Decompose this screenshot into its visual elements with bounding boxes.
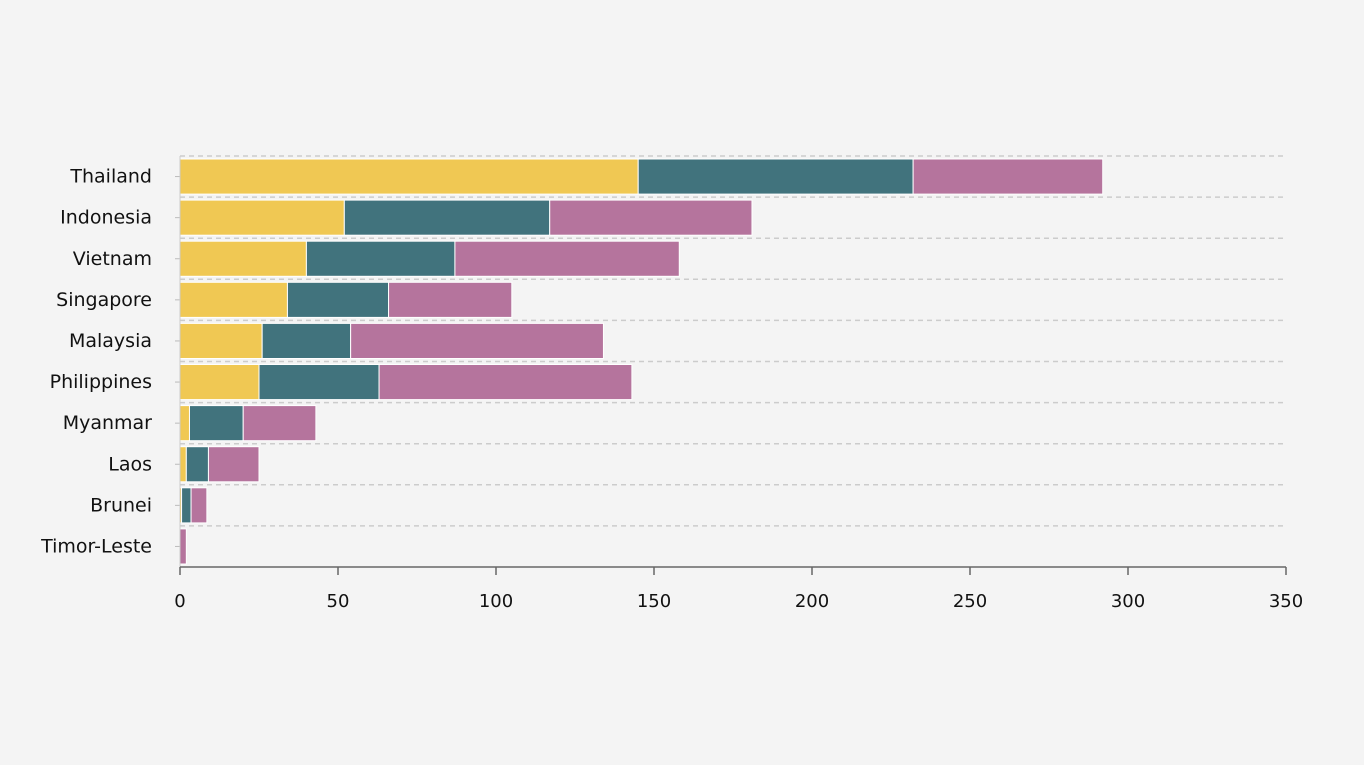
bar-myanmar-series-1[interactable] xyxy=(179,405,190,442)
bar-thailand-series-2[interactable] xyxy=(637,158,914,195)
axis-layer xyxy=(175,156,1287,575)
bar-layer xyxy=(179,158,1104,565)
bar-thailand-series-1[interactable] xyxy=(179,158,639,195)
bar-timor-leste-series-3[interactable] xyxy=(179,528,187,565)
bar-brunei-series-2[interactable] xyxy=(181,487,192,524)
x-tick-label-0: 0 xyxy=(174,591,185,612)
bar-vietnam-series-3[interactable] xyxy=(454,240,680,277)
bar-malaysia-series-2[interactable] xyxy=(261,322,352,359)
bar-myanmar-series-3[interactable] xyxy=(242,405,317,442)
category-label-singapore: Singapore xyxy=(56,289,152,311)
x-tick-label-250: 250 xyxy=(953,591,987,612)
bar-singapore-series-3[interactable] xyxy=(388,281,513,318)
bar-myanmar-series-2[interactable] xyxy=(188,405,244,442)
bar-brunei-series-3[interactable] xyxy=(190,487,208,524)
bar-malaysia-series-1[interactable] xyxy=(179,322,263,359)
bar-singapore-series-2[interactable] xyxy=(286,281,390,318)
category-label-malaysia: Malaysia xyxy=(69,330,152,352)
bar-vietnam-series-2[interactable] xyxy=(305,240,456,277)
x-tick-label-150: 150 xyxy=(637,591,671,612)
bar-thailand-series-3[interactable] xyxy=(912,158,1104,195)
grid-layer xyxy=(180,155,1286,527)
x-tick-label-350: 350 xyxy=(1269,591,1303,612)
label-layer: Thailand Indonesia Vietnam Singapore Malaysi… xyxy=(40,166,1303,612)
bar-philippines-series-1[interactable] xyxy=(179,364,260,401)
bar-philippines-series-2[interactable] xyxy=(258,364,380,401)
category-label-brunei: Brunei xyxy=(90,494,152,516)
category-label-timor-leste: Timor-Leste xyxy=(40,535,152,557)
bar-indonesia-series-2[interactable] xyxy=(343,199,551,236)
bar-philippines-series-3[interactable] xyxy=(378,364,633,401)
x-tick-label-50: 50 xyxy=(327,591,350,612)
category-label-vietnam: Vietnam xyxy=(73,248,152,270)
category-label-laos: Laos xyxy=(108,453,152,475)
bar-indonesia-series-3[interactable] xyxy=(549,199,753,236)
category-label-thailand: Thailand xyxy=(69,166,152,188)
bar-vietnam-series-1[interactable] xyxy=(179,240,307,277)
bar-laos-series-2[interactable] xyxy=(185,446,209,483)
bar-laos-series-3[interactable] xyxy=(207,446,260,483)
category-label-philippines: Philippines xyxy=(50,371,152,393)
bar-singapore-series-1[interactable] xyxy=(179,281,288,318)
x-tick-label-300: 300 xyxy=(1111,591,1145,612)
bar-laos-series-1[interactable] xyxy=(179,446,187,483)
category-label-myanmar: Myanmar xyxy=(63,412,152,434)
category-label-indonesia: Indonesia xyxy=(60,207,152,229)
bar-malaysia-series-3[interactable] xyxy=(350,322,604,359)
bar-indonesia-series-1[interactable] xyxy=(179,199,345,236)
x-tick-label-200: 200 xyxy=(795,591,829,612)
x-tick-label-100: 100 xyxy=(479,591,513,612)
